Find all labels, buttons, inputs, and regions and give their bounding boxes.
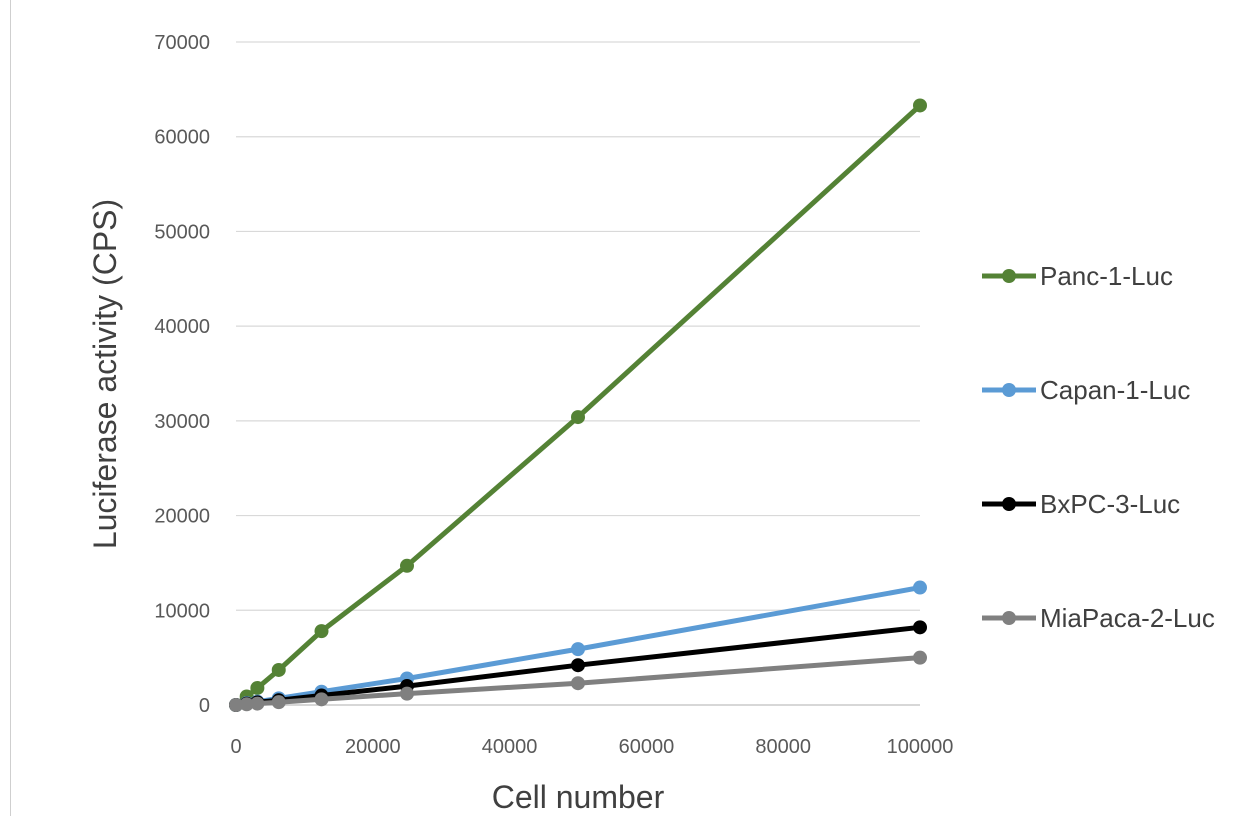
x-tick-label: 80000 (755, 736, 811, 758)
axes: 0 10000 20000 30000 40000 50000 60000 70000 0 200… (154, 32, 953, 758)
legend-marker (1002, 269, 1016, 283)
x-tick-label: 0 (230, 736, 241, 758)
legend-marker (1002, 383, 1016, 397)
legend-item: Panc-1-Luc (982, 261, 1173, 291)
x-tick-label: 20000 (345, 736, 401, 758)
series-line (233, 103, 923, 708)
series-panc-1-luc (229, 98, 927, 712)
data-point (400, 558, 414, 573)
x-tick-label: 40000 (482, 736, 538, 758)
y-tick-label: 10000 (154, 600, 210, 622)
x-tick-label: 100000 (887, 736, 954, 758)
data-point (229, 698, 243, 712)
data-point (913, 650, 927, 665)
y-tick-label: 30000 (154, 411, 210, 433)
data-point (314, 692, 329, 707)
data-point (250, 696, 265, 711)
data-point (271, 662, 286, 677)
data-point (400, 686, 414, 701)
legend-item: BxPC-3-Luc (982, 489, 1180, 519)
y-tick-label: 60000 (154, 127, 210, 149)
data-point (571, 410, 585, 425)
legend-marker (1002, 611, 1016, 625)
legend-label: Panc-1-Luc (1040, 261, 1173, 291)
y-tick-label: 0 (199, 695, 210, 717)
legend-label: Capan-1-Luc (1040, 375, 1190, 405)
x-axis-title: Cell number (492, 779, 665, 815)
data-point (571, 642, 585, 657)
data-point (913, 98, 927, 113)
y-tick-label: 70000 (154, 32, 210, 54)
data-point (571, 676, 585, 691)
data-point (250, 680, 265, 695)
data-point (314, 624, 329, 639)
data-point (239, 697, 254, 712)
legend-item: MiaPaca-2-Luc (982, 603, 1215, 633)
y-tick-label: 20000 (154, 506, 210, 528)
legend-label: BxPC-3-Luc (1040, 489, 1180, 519)
data-point (913, 580, 927, 595)
y-tick-label: 50000 (154, 221, 210, 243)
legend-label: MiaPaca-2-Luc (1040, 603, 1215, 633)
x-tick-label: 60000 (619, 736, 675, 758)
series-miapaca-2-luc (229, 650, 927, 712)
frame-border (10, 0, 11, 816)
legend-item: Capan-1-Luc (982, 375, 1190, 405)
legend: Panc-1-Luc Capan-1-Luc BxPC-3-Luc MiaPaca-2… (982, 261, 1215, 633)
data-point (271, 695, 286, 710)
data-point (913, 620, 927, 635)
legend-marker (1002, 497, 1016, 511)
series-lines (229, 98, 927, 712)
y-tick-label: 40000 (154, 316, 210, 338)
data-point (571, 658, 585, 673)
y-axis-title: Luciferase activity (CPS) (87, 199, 123, 549)
